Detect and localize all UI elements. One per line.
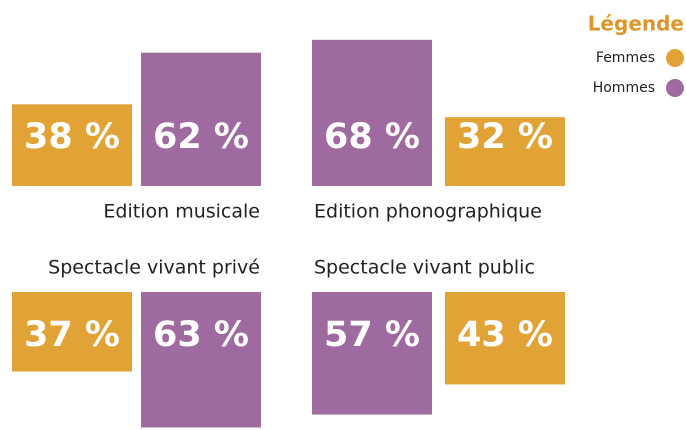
legend-swatch <box>666 79 684 97</box>
chart-title: Spectacle vivant privé <box>48 257 260 279</box>
value-label: 32 % <box>457 117 553 157</box>
bar <box>445 292 565 385</box>
value-label: 57 % <box>324 315 420 355</box>
bar <box>312 292 432 415</box>
bar <box>12 292 132 372</box>
value-label: 62 % <box>153 117 249 157</box>
value-label: 43 % <box>457 315 553 355</box>
chart-title: Edition musicale <box>103 201 260 223</box>
legend-label: Hommes <box>593 80 655 96</box>
value-label: 38 % <box>24 117 120 157</box>
bar <box>141 292 261 428</box>
bar <box>141 52 261 187</box>
legend-label: Femmes <box>596 50 655 66</box>
bar <box>12 104 132 186</box>
chart-title: Edition phonographique <box>314 201 542 223</box>
value-label: 63 % <box>153 315 249 355</box>
value-label: 37 % <box>24 315 120 355</box>
value-label: 68 % <box>324 117 420 157</box>
legend-swatch <box>666 49 684 67</box>
bar <box>445 117 565 186</box>
chart-title: Spectacle vivant public <box>314 257 535 279</box>
bar <box>312 39 432 186</box>
legend-title: Légende <box>588 12 684 36</box>
